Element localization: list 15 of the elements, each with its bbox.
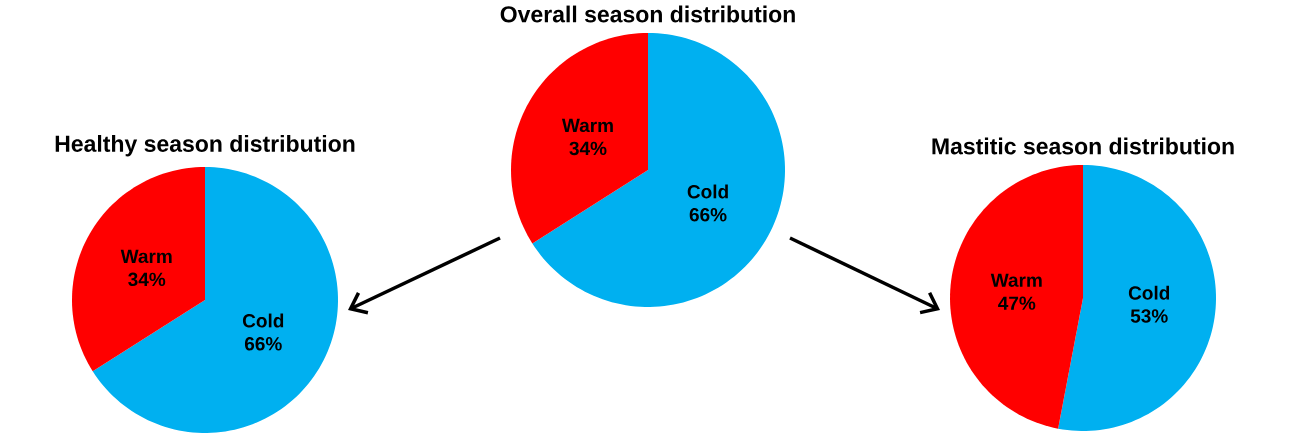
- data-label: 53%: [1130, 309, 1168, 323]
- data-label: 66%: [244, 337, 282, 351]
- chart-title: Healthy season distribution: [55, 135, 355, 157]
- chart-title: Mastitic season distribution: [932, 137, 1234, 155]
- slice-label: Cold: [687, 184, 728, 199]
- data-label: 34%: [569, 141, 607, 156]
- data-label: 34%: [128, 272, 166, 287]
- slice-label: Warm: [561, 118, 613, 133]
- slice-label: Cold: [242, 313, 284, 328]
- chart-title: Overall season distribution: [500, 5, 795, 23]
- data-label: 66%: [689, 208, 727, 222]
- slice-label: Cold: [1128, 285, 1170, 300]
- data-label: 47%: [998, 296, 1036, 310]
- slice-label: Warm: [990, 273, 1042, 287]
- slice-label: Warm: [120, 249, 172, 264]
